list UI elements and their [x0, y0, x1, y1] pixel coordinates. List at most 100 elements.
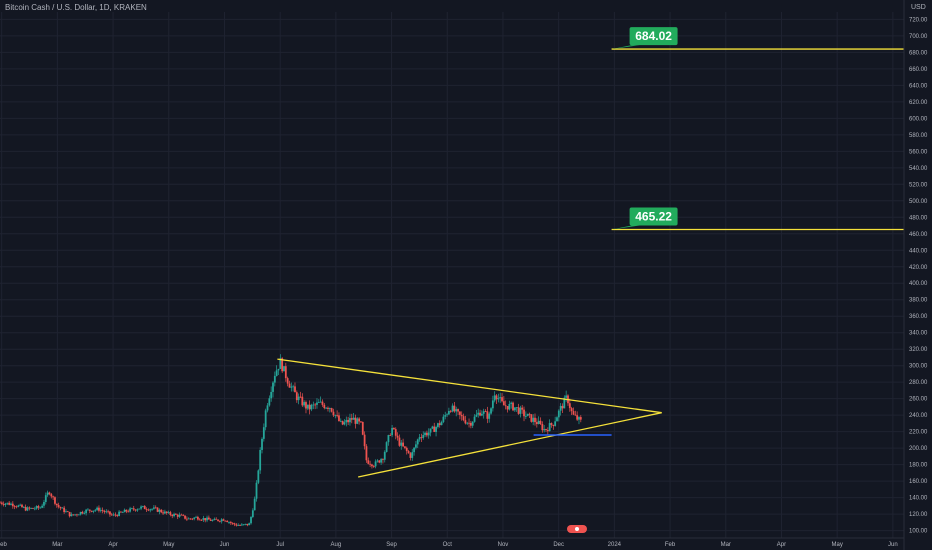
candle-body [127, 511, 130, 513]
price-tick-label: 340.00 [909, 331, 928, 337]
candle-body [158, 509, 161, 512]
candle-body [493, 395, 496, 401]
candle-body [477, 412, 480, 415]
price-tick-label: 140.00 [909, 496, 928, 502]
candle-body [226, 520, 229, 523]
candle-body [299, 396, 302, 398]
price-tick-label: 700.00 [909, 34, 928, 40]
candle-body [312, 404, 315, 406]
currency-label[interactable]: USD [911, 4, 926, 11]
time-axis[interactable]: Feb Mar Apr May Jun Jul Aug Sep Oct Nov Dec 2024 Feb… [0, 537, 904, 548]
candle-body [171, 514, 174, 517]
candle-body [347, 419, 350, 423]
candle-body [563, 397, 566, 409]
candle-body [79, 511, 82, 515]
candle-body [98, 507, 100, 511]
candle-body [11, 503, 14, 507]
price-tick-label: 580.00 [909, 133, 928, 139]
candle-body [416, 439, 419, 445]
candle-body [0, 502, 1, 504]
candle-body [235, 524, 238, 526]
candle-body [473, 416, 476, 422]
level-label-pointer [611, 225, 640, 230]
candle-body [453, 405, 456, 412]
candle-body [363, 434, 366, 447]
candle-body [116, 515, 119, 517]
candle-body [576, 415, 579, 420]
candle-body [96, 507, 99, 510]
candle-body [39, 507, 42, 509]
candle-body [107, 511, 110, 513]
candle-body [442, 416, 445, 422]
candle-body [273, 375, 276, 383]
candle-body [125, 509, 128, 512]
candle-body [468, 422, 470, 424]
candle-body [44, 495, 47, 502]
price-tick-label: 600.00 [909, 116, 928, 122]
candle-body [497, 398, 500, 400]
candle-body [405, 447, 408, 452]
candle-body [394, 429, 397, 436]
level-labels[interactable]: 684.02 465.22 [611, 27, 678, 230]
candle-body [504, 405, 507, 407]
drawings[interactable] [277, 48, 904, 478]
candle-body [248, 523, 251, 526]
price-tick-label: 260.00 [909, 397, 928, 403]
candle-body [87, 509, 89, 511]
candle-body [512, 402, 514, 411]
candle-body [218, 520, 221, 522]
candle-body [526, 413, 529, 417]
price-axis[interactable]: 100.00 120.00 140.00 160.00 180.00 200.00 220.… [903, 0, 928, 550]
candle-body [48, 492, 51, 495]
candle-body [187, 518, 190, 520]
price-tick-label: 380.00 [909, 298, 928, 304]
candle-body [76, 514, 78, 516]
candle-body [462, 416, 465, 421]
candle-body [142, 506, 144, 507]
time-tick-label: Oct [443, 542, 453, 548]
candle-body [224, 520, 227, 522]
price-tick-label: 400.00 [909, 281, 928, 287]
price-tick-label: 220.00 [909, 430, 928, 436]
event-marker[interactable] [567, 525, 587, 533]
candle-body [52, 496, 55, 498]
candle-body [138, 508, 141, 510]
candle-body [77, 514, 80, 516]
candle-body [147, 509, 150, 511]
candle-body [499, 397, 502, 399]
candle-body [132, 508, 135, 510]
candle-body [261, 438, 263, 450]
candle-body [61, 507, 64, 509]
candle-body [539, 420, 542, 424]
candle-body [447, 410, 450, 415]
candle-body [314, 404, 317, 406]
candle-body [70, 514, 73, 517]
candle-body [400, 442, 403, 446]
candle-body [360, 421, 362, 423]
price-tick-label: 320.00 [909, 347, 928, 353]
candle-body [407, 451, 410, 454]
candle-body [253, 498, 256, 511]
candle-body [380, 459, 383, 463]
candle-body [279, 358, 282, 369]
candle-body [105, 511, 108, 513]
price-tick-label: 480.00 [909, 215, 928, 221]
candle-body [32, 507, 34, 509]
candle-body [426, 432, 428, 436]
candle-body [94, 509, 97, 511]
level-label-pointer [611, 45, 640, 50]
candle-body [272, 382, 274, 392]
candle-body [191, 518, 194, 520]
candle-body [129, 508, 131, 512]
candle-body [24, 506, 27, 511]
candle-body [270, 391, 273, 399]
candle-body [554, 421, 557, 426]
candle-body [484, 411, 487, 413]
candle-body [54, 497, 56, 504]
candle-body [209, 519, 212, 521]
price-tick-label: 720.00 [909, 17, 928, 23]
candle-body [365, 446, 368, 461]
candle-body [482, 411, 485, 414]
candle-body [22, 506, 25, 508]
